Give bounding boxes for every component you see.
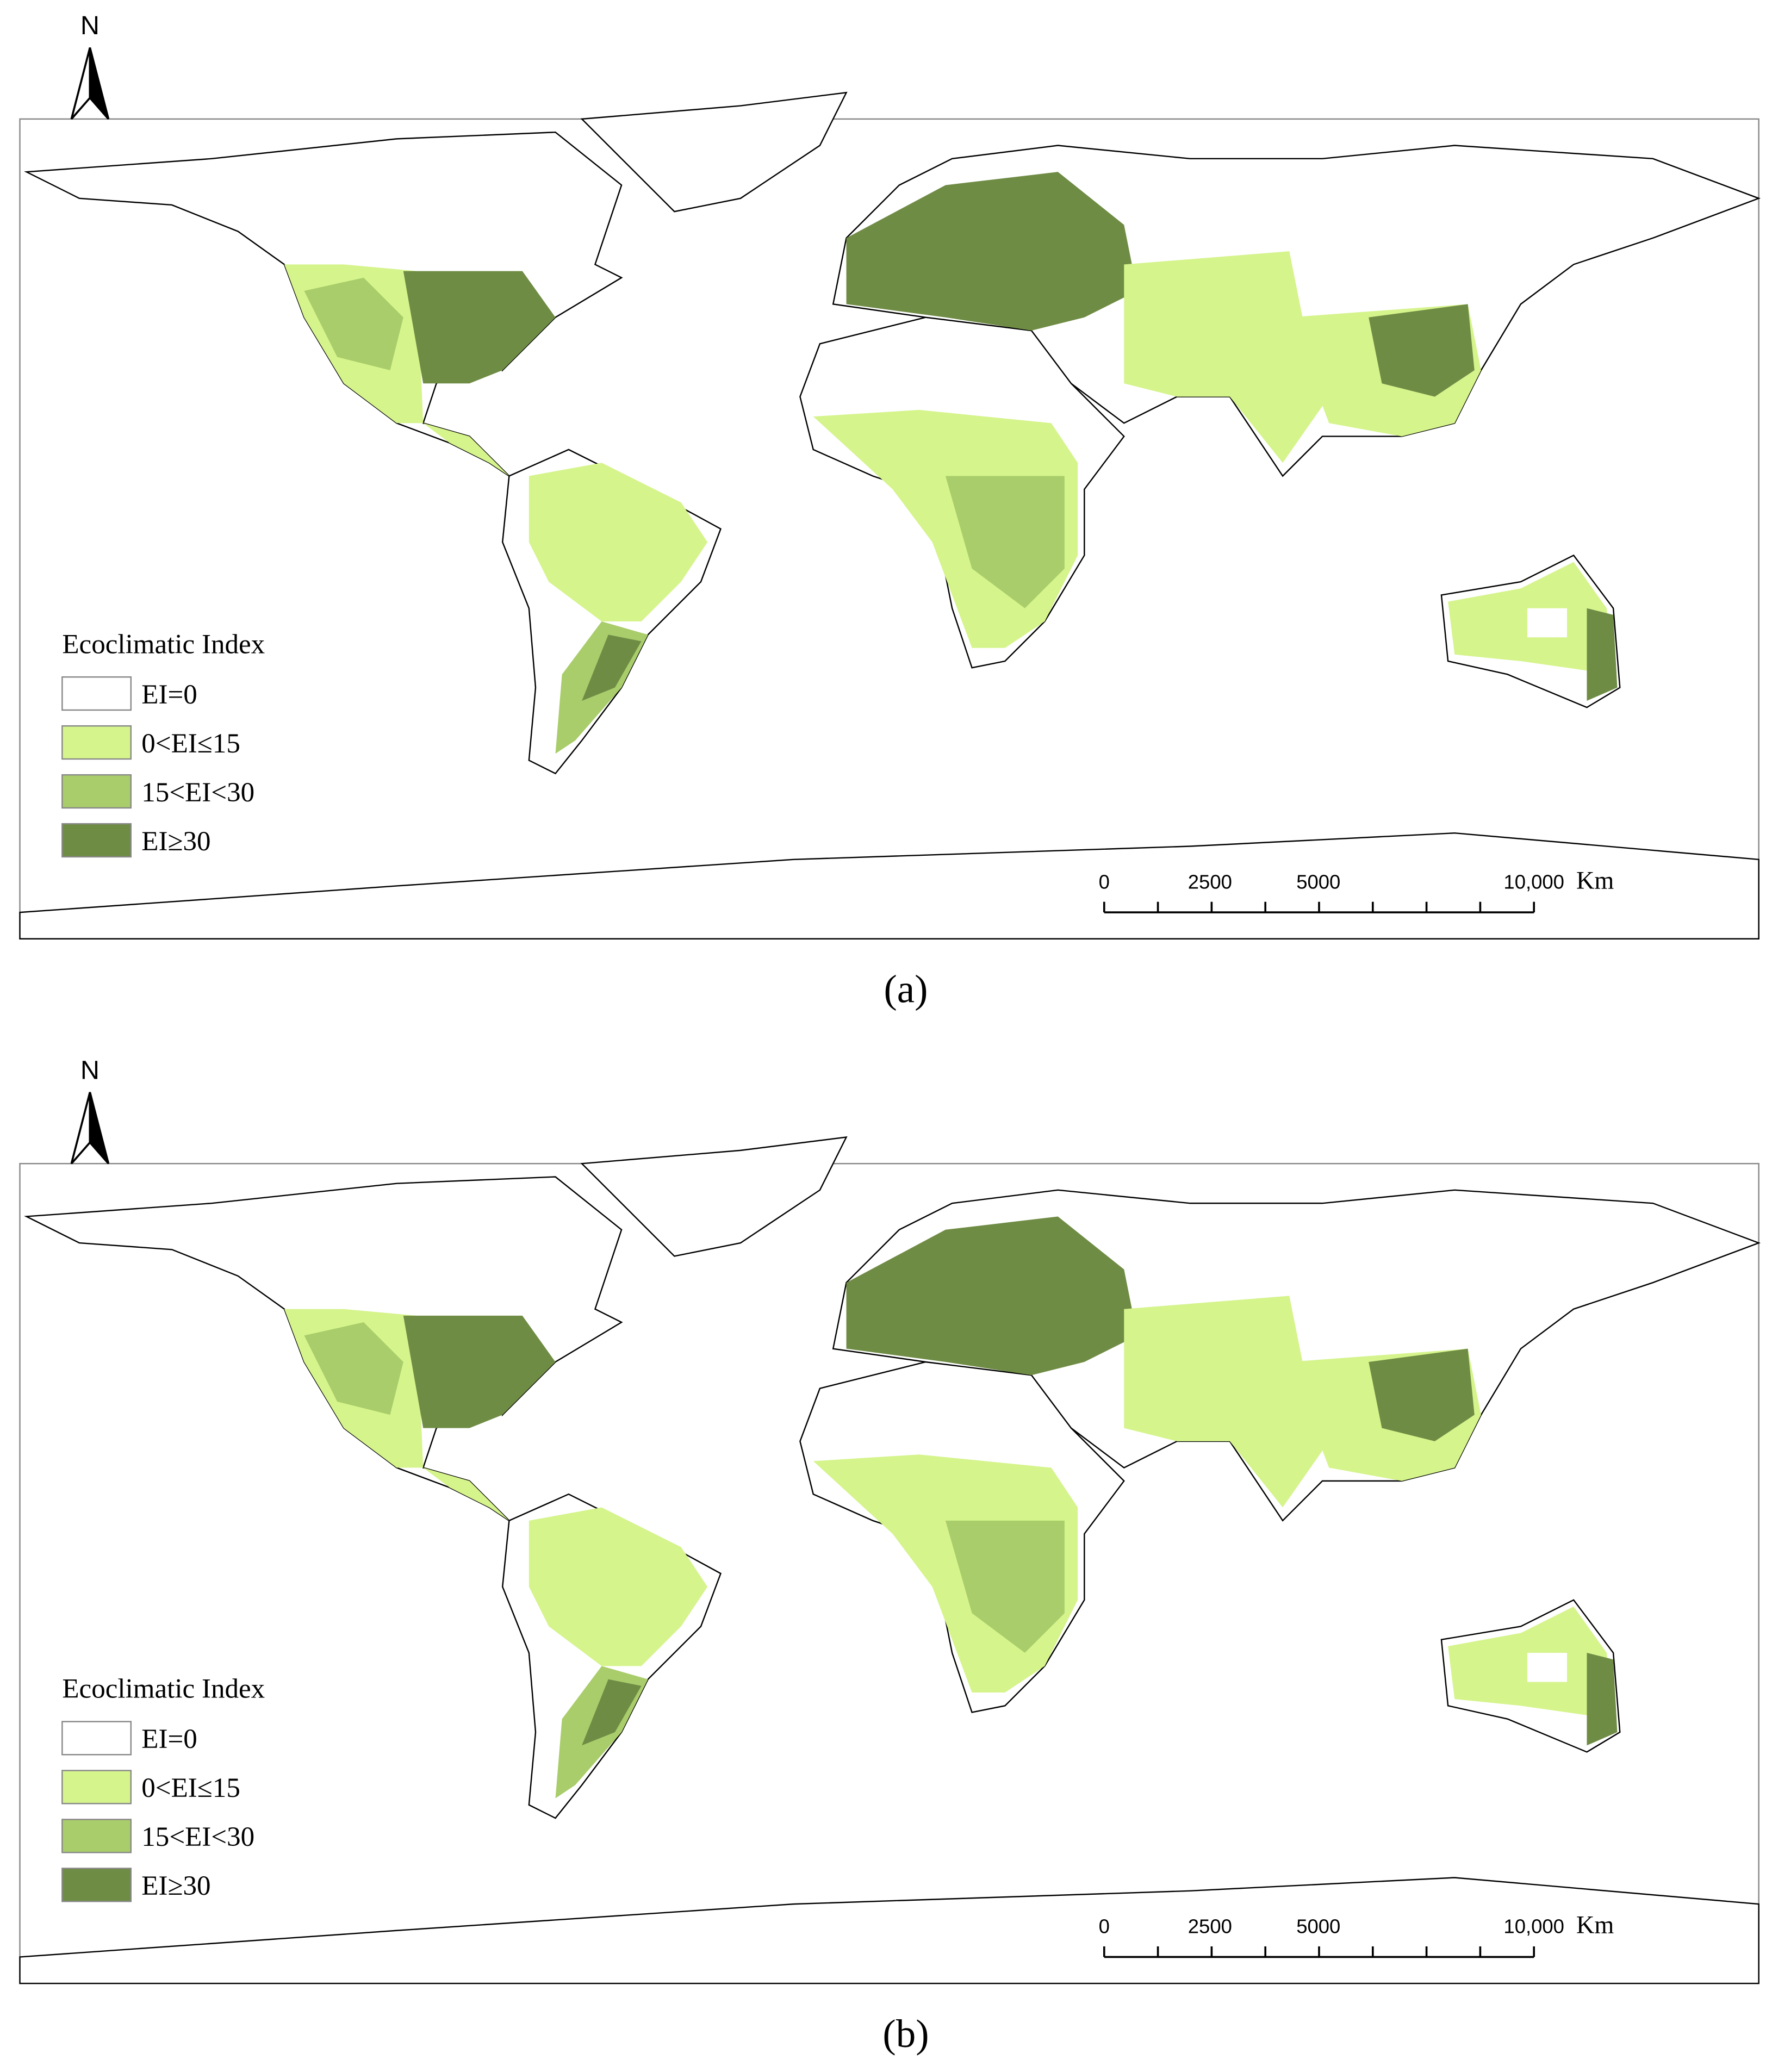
world-map	[19, 92, 1759, 939]
legend-swatch	[61, 725, 132, 760]
map-panel: N Ecoclimatic Index EI=0 0<EI≤15 15<EI<30 EI≥…	[19, 11, 1759, 1011]
legend-label: EI=0	[141, 679, 197, 710]
legend-label: EI≥30	[141, 1870, 210, 1901]
legend-swatch	[61, 1721, 132, 1756]
scale-label: 2500	[1188, 1915, 1232, 1938]
legend-swatch	[61, 774, 132, 809]
legend-label: 15<EI<30	[141, 777, 254, 808]
scale-label: 0	[1099, 1915, 1110, 1938]
scale-label: 5000	[1296, 1915, 1340, 1938]
scale-label: 2500	[1188, 870, 1232, 893]
map-panel: N Ecoclimatic Index EI=0 0<EI≤15 15<EI<30 EI≥…	[19, 1056, 1759, 2056]
scale-label: 5000	[1296, 870, 1340, 893]
scale-unit: Km	[1576, 1911, 1614, 1939]
north-arrow	[89, 1092, 110, 1165]
world-map	[19, 1136, 1759, 1984]
caption: (b)	[882, 2012, 929, 2056]
legend-label: EI≥30	[141, 826, 210, 857]
legend-label: 0<EI≤15	[141, 728, 240, 759]
legend-swatch	[61, 1770, 132, 1805]
north-label: N	[80, 1056, 100, 1085]
legend-label: 15<EI<30	[141, 1821, 254, 1852]
north-label: N	[80, 11, 100, 40]
legend-label: 0<EI≤15	[141, 1772, 240, 1803]
caption: (a)	[884, 967, 928, 1011]
scale-label: 0	[1099, 870, 1110, 893]
legend-swatch	[61, 1868, 132, 1902]
north-arrow	[89, 47, 110, 120]
legend-title: Ecoclimatic Index	[62, 629, 265, 659]
north-arrow	[70, 47, 91, 120]
scale-label: 10,000	[1503, 870, 1564, 893]
scale-label: 10,000	[1503, 1915, 1564, 1938]
legend-swatch	[61, 1819, 132, 1853]
north-arrow	[70, 1092, 91, 1165]
scale-unit: Km	[1576, 866, 1614, 894]
legend-label: EI=0	[141, 1723, 197, 1754]
legend-title: Ecoclimatic Index	[62, 1673, 265, 1704]
legend-swatch	[61, 823, 132, 858]
legend-swatch	[61, 676, 132, 711]
